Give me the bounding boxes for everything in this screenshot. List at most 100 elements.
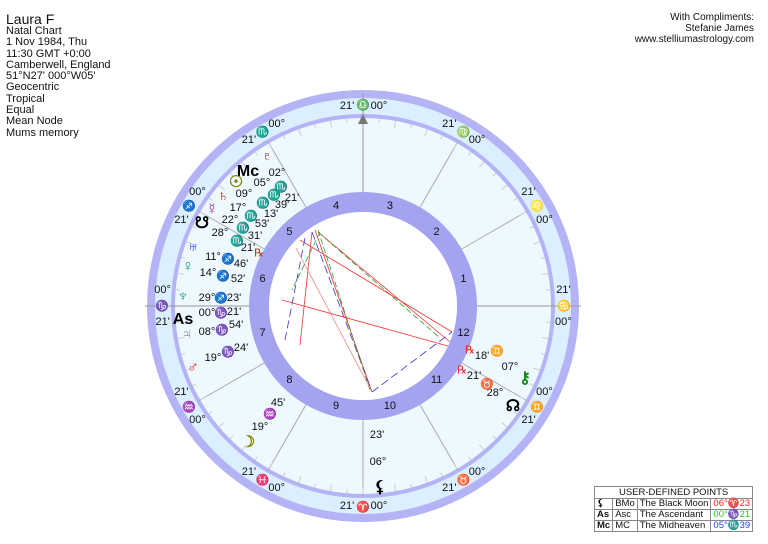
point-abbr: Asc xyxy=(612,509,638,521)
degree-tick xyxy=(192,226,197,229)
degree-tick xyxy=(298,475,302,483)
house-number: 4 xyxy=(333,199,340,212)
degree-tick xyxy=(192,383,197,386)
mars-icon: ♂ xyxy=(187,359,199,376)
point-abbr: MC xyxy=(612,520,638,532)
house-number: 7 xyxy=(259,326,266,339)
house-number: 12 xyxy=(457,326,470,339)
website-link[interactable]: www.stelliumastrology.com xyxy=(634,34,754,45)
cusp-min: 21' xyxy=(174,213,189,226)
degree-tick xyxy=(468,151,472,156)
degree-tick xyxy=(440,472,443,477)
point-position: 06°♈23 xyxy=(710,498,754,510)
planet-degree: 11° xyxy=(205,251,221,263)
point-name: The Midheaven xyxy=(636,520,712,532)
point-name: The Black Moon xyxy=(636,498,712,510)
planet-sign: ♉ xyxy=(480,378,494,391)
degree-tick xyxy=(424,475,428,483)
planet-minutes: 53' xyxy=(254,218,270,230)
degree-tick xyxy=(199,396,207,401)
house-number: 8 xyxy=(286,373,293,386)
degree-tick xyxy=(478,444,485,451)
cusp-deg: 00° xyxy=(536,213,553,226)
planet-minutes: 21' xyxy=(466,370,482,382)
table-row: As Asc The Ascendant 00°♑21 xyxy=(593,509,754,521)
cusp-deg: 00° xyxy=(468,465,486,478)
cusp-deg: 00° xyxy=(468,134,486,147)
person-name: Laura F xyxy=(6,11,55,27)
degree-tick xyxy=(313,483,316,488)
aspect-line xyxy=(281,299,449,347)
degree-tick xyxy=(519,211,527,216)
table-row: ⚸ BMo The Black Moon 06°♈23 xyxy=(593,498,754,510)
planet-degree: 06° xyxy=(369,456,387,468)
degree-tick xyxy=(513,197,518,201)
planet-sign: ♏ xyxy=(267,189,281,202)
uranus-icon: ♅ xyxy=(187,239,199,256)
planet-sign: ♏ xyxy=(274,181,288,194)
cusp-deg: 00° xyxy=(555,315,572,328)
south-node-icon: ☋ xyxy=(194,215,210,232)
house-number: 1 xyxy=(460,273,467,286)
info-line: Geocentric xyxy=(6,81,60,94)
house-ring xyxy=(249,192,477,420)
degree-tick xyxy=(254,151,258,156)
compliments: With Compliments: Stefanie James www.stell… xyxy=(635,12,754,45)
planet-minutes: 23' xyxy=(369,429,385,441)
cusp-sign: ♒ xyxy=(182,401,196,413)
planet-sign: ♐ xyxy=(216,270,230,283)
aspect-line xyxy=(299,239,453,333)
house-number: 9 xyxy=(333,400,340,413)
planet-sign: ♐ xyxy=(221,253,235,266)
planet-minutes: 52' xyxy=(230,273,246,285)
info-line: Mean Node xyxy=(6,115,63,128)
point-glyph: As xyxy=(593,509,614,521)
retrograde-icon: ℞ xyxy=(465,344,475,357)
degree-tick xyxy=(540,256,545,259)
aspect-line xyxy=(291,231,321,291)
degree-tick xyxy=(453,462,458,470)
degree-tick xyxy=(208,197,213,201)
house-number: 2 xyxy=(433,226,440,239)
cusp-min: 21' xyxy=(339,99,355,112)
degree-tick xyxy=(519,396,527,401)
jupiter-icon: ♃ xyxy=(181,326,193,343)
cusp-sign: ♉ xyxy=(456,474,471,487)
mc-icon: Mc xyxy=(236,163,260,180)
planet-minutes: 21' xyxy=(226,306,242,318)
sun-icon: ☉ xyxy=(228,174,244,191)
planet-degree: 29° xyxy=(198,292,216,304)
user-defined-points-table: USER-DEFINED POINTS ⚸ BMo The Black Moon 06… xyxy=(593,486,754,532)
cusp-min: 21' xyxy=(339,500,355,513)
cusp-sign: ♏ xyxy=(255,126,270,139)
house-cusp-line xyxy=(198,210,265,250)
degree-tick xyxy=(181,353,186,356)
cusp-sign: ♓ xyxy=(255,474,270,487)
degree-tick xyxy=(177,272,185,276)
planet-minutes: 39' xyxy=(274,199,290,211)
degree-tick xyxy=(241,161,248,168)
planet-degree: 28° xyxy=(486,387,504,399)
cusp-deg: 00° xyxy=(189,185,206,198)
cusp-sign: ♑ xyxy=(155,300,169,313)
planet-degree: 28° xyxy=(211,227,229,239)
moon-icon: ☽ xyxy=(240,434,256,451)
table-title: USER-DEFINED POINTS xyxy=(593,486,754,499)
degree-tick xyxy=(478,161,485,168)
planet-minutes: 13' xyxy=(263,208,279,220)
degree-tick xyxy=(181,256,186,259)
planet-sign: ♑ xyxy=(221,346,235,359)
house-number: 3 xyxy=(386,199,393,212)
planet-sign: ♏ xyxy=(244,210,258,223)
aspect-line xyxy=(295,247,373,393)
degree-tick xyxy=(492,172,497,177)
cusp-min: 21' xyxy=(155,315,170,328)
cusp-deg: 00° xyxy=(370,500,388,513)
house-cusp-line xyxy=(198,362,265,402)
cusp-min: 21' xyxy=(442,481,457,494)
cusp-deg: 00° xyxy=(268,481,285,494)
cusp-min: 21' xyxy=(174,386,189,399)
planet-degree: 00° xyxy=(198,307,216,319)
info-line: 51°N27' 000°W05' xyxy=(6,70,96,83)
